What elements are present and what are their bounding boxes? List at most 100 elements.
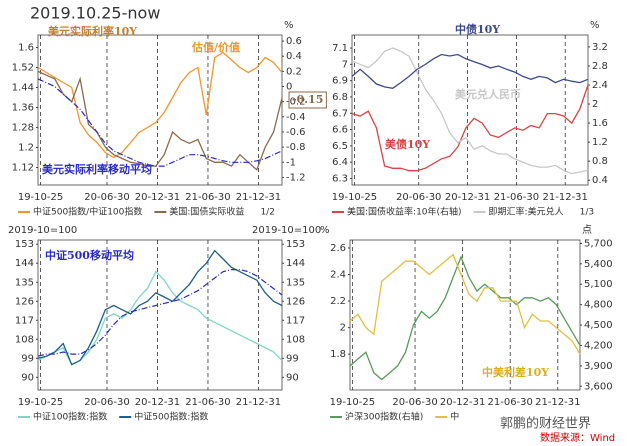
x-tick-label: 20-06-30	[392, 397, 437, 408]
y2-tick-label: 0.6	[286, 36, 302, 47]
y2-tick-label: 2	[592, 99, 598, 110]
axis-unit: 点	[582, 224, 592, 236]
annotation: 美债10Y	[385, 137, 430, 151]
y-tick-label: 2.2	[330, 296, 346, 307]
y2-tick-label: 5,400	[584, 259, 613, 270]
y-tick-label: 90	[21, 372, 34, 383]
x-tick-label: 20-06-30	[396, 192, 441, 203]
axis-unit: %	[590, 20, 600, 31]
y2-tick-label: 3.2	[592, 42, 608, 53]
axis-unit: %	[284, 20, 294, 31]
series-label: 中债10Y	[455, 22, 500, 36]
y2-tick-label: 99	[286, 353, 299, 364]
x-tick-label: 20-12-31	[135, 397, 180, 408]
legend-label: 中证500指数/中证100指数	[33, 206, 142, 218]
y-tick-label: 153	[15, 239, 34, 250]
x-tick-label: 21-06-30	[185, 192, 230, 203]
legend-label: 美国:国债实际收益	[169, 206, 244, 218]
plot-frame	[37, 239, 283, 391]
y-tick-label: 108	[15, 334, 34, 345]
y2-tick-label: 5,100	[584, 279, 613, 290]
annotation: 估值/价值	[191, 40, 240, 54]
y2-tick-label: 108	[286, 334, 305, 345]
plot-frame	[351, 34, 589, 186]
y-tick-label: 6.6	[332, 125, 348, 136]
legend-pager[interactable]: 1/2	[260, 208, 274, 218]
series-line	[351, 84, 589, 172]
annotation: 美元实际利率10Y	[48, 24, 137, 38]
y-tick-label: 6.9	[332, 76, 348, 87]
y-tick-label: 1.28	[12, 123, 34, 134]
y-tick-label: 7.1	[332, 43, 348, 54]
y-tick-label: 2.4	[330, 270, 346, 281]
y-tick-label: 1.44	[12, 83, 34, 94]
y2-tick-label: -1.2	[286, 172, 306, 183]
y2-tick-label: 117	[286, 315, 305, 326]
callout-box	[288, 91, 327, 109]
y-tick-label: 1.2	[18, 143, 34, 154]
x-tick-label: 21-12-31	[236, 192, 281, 203]
x-tick-label: 20-12-31	[445, 192, 490, 203]
y2-tick-label: 0	[286, 82, 292, 93]
y-tick-label: 144	[15, 258, 34, 269]
y-tick-label: 6.3	[332, 173, 348, 184]
y-tick-label: 2.6	[330, 243, 346, 254]
x-tick-label: 21-12-31	[535, 397, 580, 408]
y2-tick-label: 4,800	[584, 300, 613, 311]
y2-tick-label: -0.6	[286, 127, 306, 138]
x-tick-label: 20-12-31	[135, 192, 180, 203]
plot-frame	[349, 239, 581, 391]
annotation: -0.15	[292, 93, 323, 106]
x-tick-label: 20-06-30	[84, 192, 129, 203]
y2-tick-label: 4,200	[584, 340, 613, 351]
y2-tick-label: 1.2	[592, 137, 608, 148]
legend-pager[interactable]: 1/3	[580, 208, 594, 218]
legend-label: 美国:国债收益率:10年(右轴)	[347, 206, 462, 218]
y2-tick-label: 144	[286, 258, 305, 269]
y-tick-label: 1.6	[18, 43, 34, 54]
plot-frame	[37, 34, 283, 186]
x-tick-label: 21-06-30	[488, 397, 533, 408]
axis-unit: %	[320, 225, 330, 236]
legend-label: 中	[450, 411, 459, 423]
x-tick-label: 19-10-25	[18, 397, 63, 408]
y-tick-label: 1.36	[12, 103, 34, 114]
series-label: 中证500移动平均	[45, 248, 134, 262]
axis-unit: 2019-10=100	[252, 225, 321, 236]
y2-tick-label: 90	[286, 372, 299, 383]
y-tick-label: 2	[340, 323, 346, 334]
series-line	[37, 249, 283, 366]
y-tick-label: 6.8	[332, 92, 348, 103]
legend-label: 中证500指数:指数	[134, 411, 208, 423]
y-tick-label: 6.7	[332, 108, 348, 119]
y2-tick-label: 4,500	[584, 320, 613, 331]
x-tick-label: 19-10-25	[18, 192, 63, 203]
series-line	[37, 70, 283, 171]
series-line	[37, 51, 283, 159]
y2-tick-label: 1.6	[592, 118, 608, 129]
x-tick-label: 20-06-30	[84, 397, 129, 408]
series-line	[37, 270, 283, 366]
axis-unit: 2019-10=100	[8, 225, 77, 236]
y2-tick-label: 0.4	[592, 175, 608, 186]
y2-tick-label: 0.8	[592, 156, 608, 167]
y-tick-label: 117	[15, 315, 34, 326]
y2-tick-label: 3,600	[584, 381, 613, 392]
x-tick-label: 21-06-30	[185, 397, 230, 408]
series-line	[37, 78, 283, 167]
legend-label: 中证100指数:指数	[33, 411, 107, 423]
y-tick-label: 6.5	[332, 141, 348, 152]
source: 数据来源：Wind	[540, 431, 615, 444]
header: 2019.10.25-now	[30, 4, 160, 23]
y2-tick-label: 135	[286, 277, 305, 288]
y-tick-label: 99	[21, 353, 34, 364]
annotation: 中美利差10Y	[482, 365, 549, 379]
annotation: 美元兑人民币	[455, 87, 521, 101]
x-tick-label: 21-12-31	[543, 192, 588, 203]
watermark: 郭鹏的财经世界	[500, 416, 591, 432]
legend-label: 沪深300指数(右轴)	[345, 411, 423, 423]
y2-tick-label: 5,700	[584, 238, 613, 249]
y2-tick-label: 2.4	[592, 80, 608, 91]
series-line	[349, 253, 581, 355]
